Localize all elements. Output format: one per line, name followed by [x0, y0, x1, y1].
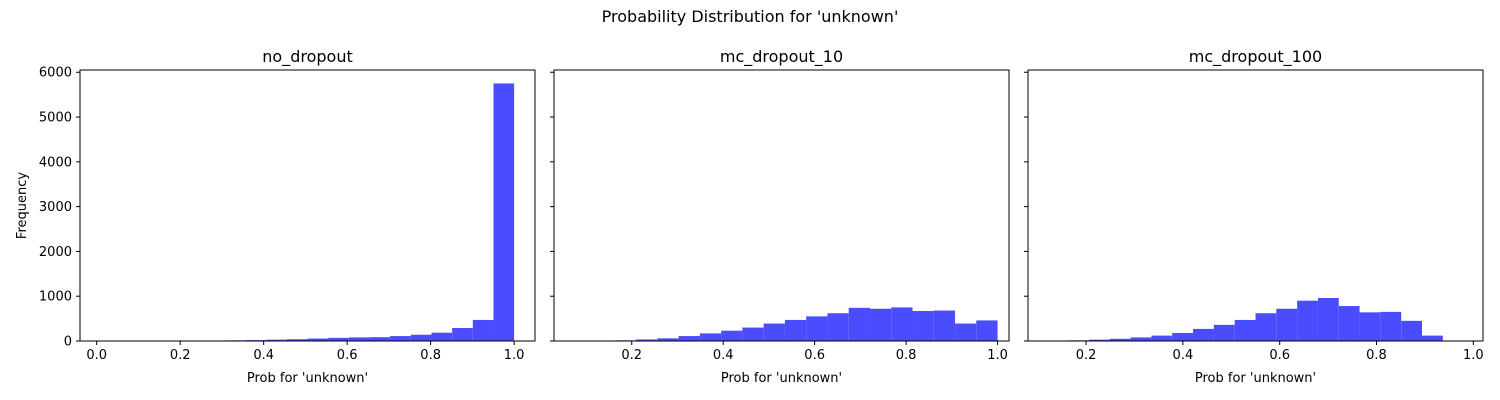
histogram-bar — [369, 337, 391, 341]
histogram-bar — [721, 330, 743, 341]
axes-frame — [553, 69, 1010, 342]
histogram-bar — [806, 316, 828, 341]
x-tick-label: 0.2 — [621, 348, 642, 363]
x-tick-label: 0.2 — [1076, 348, 1097, 363]
subplot-title: no_dropout — [262, 47, 352, 67]
histogram-bar — [657, 338, 679, 341]
histogram-bar — [286, 339, 308, 341]
subplot-3: mc_dropout_100 0.2 0.4 0.6 0.8 1.0 Prob for 'u… — [1024, 47, 1484, 386]
x-axis-label: Prob for 'unknown' — [1195, 371, 1316, 386]
subplot-title: mc_dropout_10 — [720, 47, 843, 67]
y-tick-label: 5000 — [39, 111, 72, 126]
x-tick-label: 0.6 — [337, 348, 358, 363]
histogram-bar — [1255, 313, 1277, 341]
x-tick-label: 0.6 — [804, 348, 825, 363]
histogram-bar — [955, 323, 977, 341]
histogram-bar — [307, 338, 329, 341]
histogram-bar — [328, 337, 349, 341]
histogram-bar — [1234, 319, 1256, 341]
histogram-bar — [1193, 328, 1214, 341]
x-axis-label: Prob for 'unknown' — [721, 371, 842, 386]
x-axis-label: Prob for 'unknown' — [247, 371, 368, 386]
histogram-bar — [390, 336, 411, 341]
x-tick-label: 0.8 — [896, 348, 917, 363]
histogram-bar — [912, 310, 934, 341]
subplot-title: mc_dropout_100 — [1189, 47, 1322, 67]
histogram-bar — [266, 339, 287, 341]
subplot-1: no_dropout 0.0 0.2 0.4 0.6 0.8 1.0 0 1000 2000 300… — [15, 47, 536, 386]
subplot-2: mc_dropout_10 0.2 0.4 0.6 0.8 1.0 Prob for 'un… — [550, 47, 1010, 386]
axes-frame — [79, 69, 536, 342]
x-tick-label: 0.6 — [1269, 348, 1290, 363]
histogram-bar — [1130, 337, 1152, 341]
histogram-bar — [1213, 324, 1235, 341]
histogram-bar — [472, 319, 494, 341]
x-tick-label: 0.4 — [713, 348, 734, 363]
x-tick-label: 0.4 — [253, 348, 274, 363]
y-tick-label: 0 — [64, 335, 72, 350]
x-tick-label: 0.0 — [86, 348, 107, 363]
histogram-bar — [452, 328, 473, 341]
histogram-bar — [1422, 335, 1443, 341]
histogram-bar — [869, 308, 892, 341]
y-tick-label: 1000 — [39, 290, 72, 305]
histogram-bar — [431, 332, 453, 341]
x-tick-label: 1.0 — [1463, 348, 1484, 363]
histogram-bar — [1359, 312, 1381, 341]
histogram-bar — [1088, 339, 1110, 341]
histogram-bar — [1172, 332, 1194, 341]
axes-frame — [1027, 69, 1484, 342]
histogram-bar — [784, 319, 807, 341]
histogram-bar — [699, 333, 722, 341]
histogram-bar — [678, 336, 700, 341]
x-tick-label: 1.0 — [504, 348, 525, 363]
histogram-bar — [1401, 320, 1423, 341]
x-tick-label: 0.8 — [1366, 348, 1387, 363]
figure-title: Probability Distribution for 'unknown' — [602, 7, 899, 26]
x-tick-label: 0.8 — [420, 348, 441, 363]
histogram-bar — [410, 334, 432, 341]
histogram-bar — [1380, 311, 1402, 341]
y-axis-label: Frequency — [15, 172, 30, 239]
histogram-bar — [1276, 308, 1298, 341]
histogram-bar — [933, 310, 956, 341]
histogram-bar — [1297, 300, 1318, 341]
histogram-bar — [636, 339, 658, 341]
histogram-bar — [891, 307, 913, 341]
histogram-bar — [976, 320, 998, 341]
x-tick-label: 0.2 — [170, 348, 191, 363]
histogram-bar — [348, 337, 370, 341]
histogram-bar — [742, 327, 764, 341]
x-tick-label: 0.4 — [1173, 348, 1194, 363]
x-tick-label: 1.0 — [987, 348, 1008, 363]
histogram-bar — [1317, 298, 1339, 341]
histogram-bar — [827, 313, 849, 341]
histogram-bar — [763, 323, 785, 341]
y-tick-label: 2000 — [39, 245, 72, 260]
histogram-bar — [848, 307, 870, 341]
histogram-bar — [1338, 306, 1360, 341]
y-tick-label: 4000 — [39, 155, 72, 170]
y-tick-label: 6000 — [39, 66, 72, 81]
y-tick-label: 3000 — [39, 200, 72, 215]
histogram-bar — [493, 83, 515, 341]
histogram-bar — [1151, 335, 1173, 341]
histogram-bar — [1109, 338, 1131, 341]
